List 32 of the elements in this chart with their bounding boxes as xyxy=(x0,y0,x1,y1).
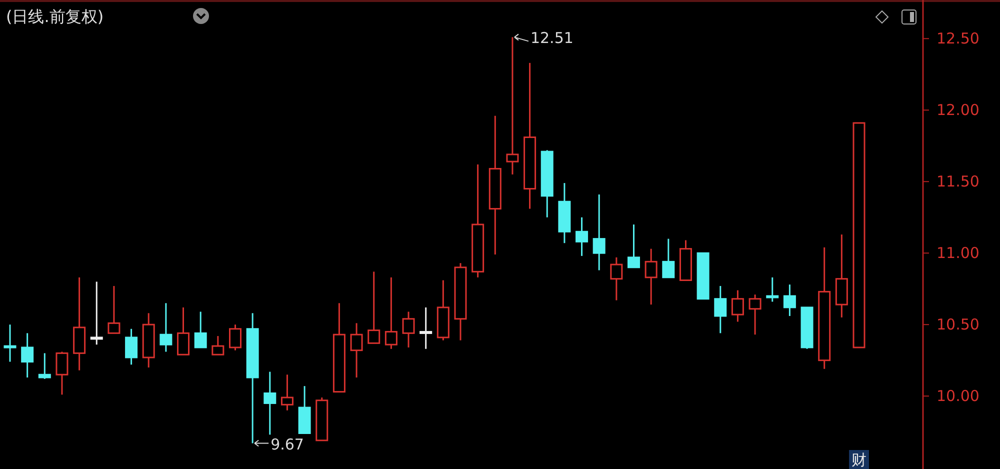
y-tick-label: 12.50 xyxy=(936,30,980,48)
candlestick xyxy=(506,36,519,176)
y-tick-label: 11.50 xyxy=(936,172,980,191)
y-tick-label: 11.00 xyxy=(936,244,980,262)
annotation: 财 xyxy=(852,451,866,469)
y-tick-label: 12.00 xyxy=(936,101,980,120)
candlestick xyxy=(73,276,86,372)
candlestick xyxy=(402,310,415,348)
candlestick xyxy=(783,284,796,317)
candlestick xyxy=(644,248,658,306)
annotation: 9.67 xyxy=(270,435,304,454)
text: (日线.前复权) xyxy=(6,7,104,26)
candlestick xyxy=(420,306,432,350)
candlestick xyxy=(610,256,623,302)
candlestick xyxy=(21,332,34,378)
candlestick xyxy=(592,194,606,271)
candlestick xyxy=(350,322,363,378)
y-tick-label: 10.50 xyxy=(936,316,980,334)
candlestick xyxy=(714,285,727,334)
y-tick-label: 10.00 xyxy=(936,387,980,406)
candlestick xyxy=(264,371,276,436)
candlestick xyxy=(524,62,536,210)
candlestick xyxy=(4,324,16,363)
candlestick xyxy=(576,216,588,257)
candlestick xyxy=(142,312,155,368)
candlestick xyxy=(558,182,571,244)
candlestick xyxy=(488,115,502,256)
candlestick xyxy=(160,302,172,352)
candlestick xyxy=(818,246,831,370)
candlestick xyxy=(835,234,848,318)
annotation: 12.51 xyxy=(530,29,574,48)
candlestick xyxy=(246,312,259,444)
